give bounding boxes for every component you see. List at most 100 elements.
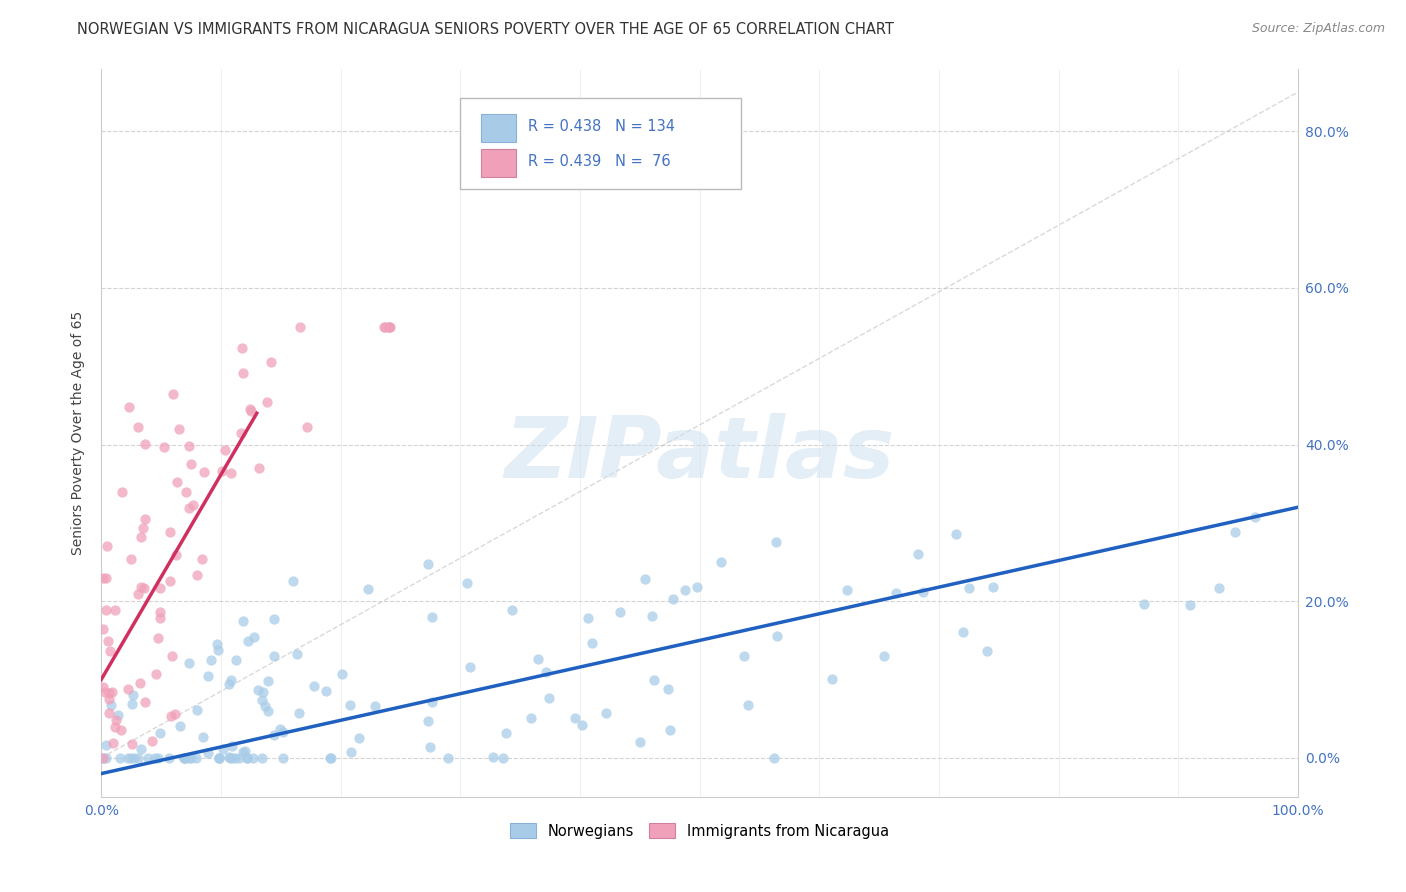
Point xyxy=(149,611,172,625)
Point xyxy=(221,751,243,765)
Point xyxy=(91,751,114,765)
Text: R = 0.438   N = 134: R = 0.438 N = 134 xyxy=(529,119,675,134)
Point xyxy=(214,443,236,458)
Point xyxy=(205,637,228,651)
Point xyxy=(128,676,150,690)
Point xyxy=(271,751,294,765)
Point xyxy=(148,631,170,645)
Point xyxy=(339,698,361,712)
Point xyxy=(287,706,309,721)
Point xyxy=(191,730,214,744)
Point xyxy=(129,580,152,594)
Text: ZIPatlas: ZIPatlas xyxy=(505,413,894,496)
Point xyxy=(271,725,294,739)
Point xyxy=(733,648,755,663)
Point xyxy=(127,751,149,765)
Point xyxy=(105,714,128,728)
Point xyxy=(159,708,181,723)
Point xyxy=(976,644,998,658)
Point xyxy=(221,739,243,754)
Point xyxy=(628,735,651,749)
Point xyxy=(180,751,202,765)
Point xyxy=(762,751,785,765)
Point xyxy=(131,530,153,544)
Point xyxy=(416,558,439,572)
Point xyxy=(247,461,270,475)
Point xyxy=(208,751,231,765)
Point xyxy=(134,436,156,450)
Point xyxy=(643,673,665,687)
Point xyxy=(257,673,280,688)
Point xyxy=(239,402,262,417)
Point xyxy=(177,439,200,453)
Point xyxy=(190,552,212,566)
Point xyxy=(458,660,481,674)
Point xyxy=(884,586,907,600)
Point xyxy=(211,464,233,478)
Point xyxy=(101,736,124,750)
Point xyxy=(117,681,139,696)
Point xyxy=(315,684,337,698)
Point xyxy=(224,751,246,765)
Point xyxy=(330,666,353,681)
Point xyxy=(121,737,143,751)
Point xyxy=(118,401,141,415)
Point xyxy=(208,751,231,765)
Point xyxy=(100,685,122,699)
Legend: Norwegians, Immigrants from Nicaragua: Norwegians, Immigrants from Nicaragua xyxy=(505,817,894,845)
Bar xyxy=(481,149,516,177)
Point xyxy=(117,751,139,765)
Point xyxy=(952,624,974,639)
Point xyxy=(491,751,513,765)
Point xyxy=(981,580,1004,594)
Point xyxy=(595,706,617,721)
Point xyxy=(250,751,273,765)
Point xyxy=(157,751,180,765)
Point xyxy=(686,580,709,594)
Point xyxy=(456,575,478,590)
Point xyxy=(200,652,222,666)
Point xyxy=(120,751,142,765)
Point xyxy=(378,320,401,334)
Point xyxy=(232,614,254,628)
Point xyxy=(193,465,215,479)
Point xyxy=(657,681,679,696)
Point xyxy=(94,571,117,585)
Point xyxy=(94,684,117,698)
Point xyxy=(152,441,174,455)
Point xyxy=(263,649,285,664)
Point xyxy=(179,657,201,671)
Point xyxy=(173,751,195,765)
Point xyxy=(174,751,197,765)
Point xyxy=(416,714,439,728)
Point xyxy=(107,707,129,722)
Point xyxy=(169,719,191,733)
Point xyxy=(659,723,682,738)
Point xyxy=(495,725,517,739)
Point xyxy=(319,751,342,765)
Point xyxy=(246,683,269,698)
Text: NORWEGIAN VS IMMIGRANTS FROM NICARAGUA SENIORS POVERTY OVER THE AGE OF 65 CORREL: NORWEGIAN VS IMMIGRANTS FROM NICARAGUA S… xyxy=(77,22,894,37)
Point xyxy=(225,653,247,667)
Point xyxy=(765,535,787,549)
Point xyxy=(98,686,121,700)
Point xyxy=(281,574,304,589)
Point xyxy=(127,420,149,434)
Point xyxy=(821,672,844,686)
Point xyxy=(219,751,242,765)
Point xyxy=(242,751,264,765)
Point xyxy=(174,751,197,765)
Point xyxy=(177,501,200,516)
Point xyxy=(534,665,557,679)
Point xyxy=(143,751,166,765)
Point xyxy=(159,524,181,539)
Point xyxy=(347,731,370,746)
Point xyxy=(581,636,603,650)
Point xyxy=(318,751,340,765)
Bar xyxy=(481,114,516,142)
Point xyxy=(302,679,325,693)
Point xyxy=(96,539,118,553)
Point xyxy=(100,644,122,658)
Point xyxy=(765,628,787,642)
Point xyxy=(219,673,242,687)
